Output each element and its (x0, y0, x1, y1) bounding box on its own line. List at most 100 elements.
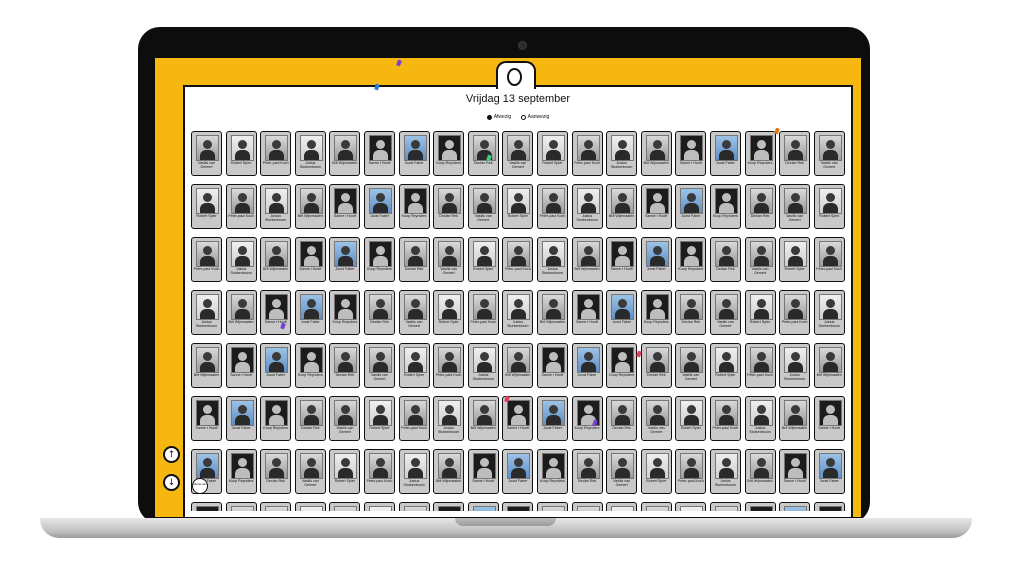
student-card[interactable]: Joost Faber (260, 343, 292, 388)
student-card[interactable]: Vasilis van Gemert (744, 237, 776, 282)
student-card[interactable]: Brit Wijnmaalen (744, 449, 776, 494)
student-card[interactable]: Joost Faber (225, 396, 257, 441)
student-card[interactable]: Robert Spier (467, 237, 499, 282)
student-card[interactable]: Robert Spier (536, 131, 568, 176)
student-card[interactable]: Brit Wijnmaalen (779, 396, 811, 441)
student-card[interactable]: Vasilis van Gemert (709, 290, 741, 335)
student-card[interactable]: Declan Rek (779, 131, 811, 176)
student-card[interactable]: Declan Rek (294, 396, 326, 441)
student-card[interactable]: Robert Spier (813, 184, 845, 229)
student-card[interactable]: Declan Rek (225, 502, 257, 511)
student-card[interactable]: Justus Sturkenboom (709, 449, 741, 494)
student-card[interactable]: Sanne t Hooft (502, 396, 534, 441)
student-card[interactable]: Brit Wijnmaalen (502, 343, 534, 388)
student-card[interactable]: Declan Rek (606, 396, 638, 441)
student-card[interactable]: Sanne t Hooft (433, 502, 465, 511)
student-card[interactable]: Joost Faber (536, 396, 568, 441)
student-card[interactable]: Robert Spier (640, 449, 672, 494)
student-card[interactable]: Vasilis van Gemert (433, 237, 465, 282)
student-card[interactable]: Joost Faber (779, 502, 811, 511)
student-card[interactable]: Koop Reynders (329, 290, 361, 335)
student-card[interactable]: Vasilis van Gemert (675, 343, 707, 388)
student-card[interactable]: Vasilis van Gemert (571, 502, 603, 511)
student-card[interactable]: Declan Rek (363, 290, 395, 335)
student-card[interactable]: Joost Faber (813, 449, 845, 494)
student-card[interactable]: Sanne t Hooft (467, 449, 499, 494)
student-card[interactable]: Joost Faber (398, 131, 430, 176)
student-card[interactable]: Justus Sturkenboom (813, 290, 845, 335)
student-card[interactable]: Joost Faber (606, 290, 638, 335)
student-card[interactable]: Declan Rek (571, 449, 603, 494)
student-card[interactable]: Vasilis van Gemert (363, 343, 395, 388)
student-card[interactable]: Sanne t Hooft (363, 131, 395, 176)
student-card[interactable]: Declan Rek (329, 343, 361, 388)
student-card[interactable]: Koop Reynders (640, 290, 672, 335)
student-card[interactable]: Brit Wijnmaalen (606, 184, 638, 229)
student-card[interactable]: Peter-paul Koch (225, 184, 257, 229)
student-card[interactable]: Joost Faber (709, 131, 741, 176)
student-card[interactable]: Koop Reynders (744, 131, 776, 176)
student-card[interactable]: Vasilis van Gemert (640, 396, 672, 441)
student-card[interactable]: Justus Sturkenboom (191, 290, 222, 335)
student-card[interactable]: Declan Rek (260, 449, 292, 494)
student-card[interactable]: Peter-paul Koch (191, 237, 222, 282)
student-card[interactable]: Vasilis van Gemert (329, 396, 361, 441)
student-card[interactable]: Robert Spier (225, 131, 257, 176)
student-card[interactable]: Robert Spier (433, 290, 465, 335)
student-card[interactable]: Peter-paul Koch (744, 343, 776, 388)
student-card[interactable]: Declan Rek (675, 290, 707, 335)
student-card[interactable]: Robert Spier (294, 502, 326, 511)
student-card[interactable]: Peter-paul Koch (433, 343, 465, 388)
student-card[interactable]: Justus Sturkenboom (225, 237, 257, 282)
student-card[interactable]: Sanne t Hooft (640, 184, 672, 229)
student-card[interactable]: Declan Rek (536, 502, 568, 511)
student-card[interactable]: Vasilis van Gemert (191, 131, 222, 176)
student-card[interactable]: Sanne t Hooft (329, 184, 361, 229)
student-card[interactable]: Robert Spier (744, 290, 776, 335)
student-card[interactable]: Sanne t Hooft (225, 343, 257, 388)
student-card[interactable]: Sanne t Hooft (606, 237, 638, 282)
student-card[interactable]: Robert Spier (191, 184, 222, 229)
student-card[interactable]: Koop Reynders (225, 449, 257, 494)
student-card[interactable]: Koop Reynders (398, 184, 430, 229)
student-card[interactable]: Koop Reynders (260, 396, 292, 441)
student-card[interactable]: Brit Wijnmaalen (260, 237, 292, 282)
student-card[interactable]: Sanne t Hooft (571, 290, 603, 335)
student-card[interactable]: Peter-paul Koch (536, 184, 568, 229)
student-card[interactable]: Peter-paul Koch (640, 502, 672, 511)
student-card[interactable]: Vasilis van Gemert (606, 449, 638, 494)
student-card[interactable]: Sanne t Hooft (260, 290, 292, 335)
student-card[interactable]: Brit Wijnmaalen (813, 343, 845, 388)
student-card[interactable]: Joost Faber (467, 502, 499, 511)
student-card[interactable]: Brit Wijnmaalen (709, 502, 741, 511)
student-card[interactable]: Vasilis van Gemert (502, 131, 534, 176)
student-card[interactable]: Vasilis van Gemert (813, 131, 845, 176)
student-card[interactable]: Justus Sturkenboom (433, 396, 465, 441)
student-card[interactable]: Joost Faber (329, 237, 361, 282)
student-card[interactable]: Justus Sturkenboom (779, 343, 811, 388)
student-card[interactable]: Peter-paul Koch (260, 131, 292, 176)
student-card[interactable]: Peter-paul Koch (329, 502, 361, 511)
student-card[interactable]: Declan Rek (467, 131, 499, 176)
student-card[interactable]: Vasilis van Gemert (260, 502, 292, 511)
student-card[interactable]: Koop Reynders (502, 502, 534, 511)
student-card[interactable]: Peter-paul Koch (502, 237, 534, 282)
student-card[interactable]: Sanne t Hooft (191, 396, 222, 441)
student-card[interactable]: Sanne t Hooft (813, 396, 845, 441)
student-card[interactable]: Joost Faber (675, 184, 707, 229)
student-card[interactable]: Vasilis van Gemert (398, 290, 430, 335)
student-card[interactable]: Koop Reynders (191, 502, 222, 511)
student-card[interactable]: Justus Sturkenboom (467, 343, 499, 388)
student-card[interactable]: Justus Sturkenboom (398, 449, 430, 494)
student-card[interactable]: Justus Sturkenboom (294, 131, 326, 176)
student-card[interactable]: Justus Sturkenboom (502, 290, 534, 335)
student-card[interactable]: Justus Sturkenboom (363, 502, 395, 511)
student-card[interactable]: Brit Wijnmaalen (294, 184, 326, 229)
student-card[interactable]: Koop Reynders (571, 396, 603, 441)
student-card[interactable]: Sanne t Hooft (294, 237, 326, 282)
student-card[interactable]: Vasilis van Gemert (294, 449, 326, 494)
student-card[interactable]: Sanne t Hooft (744, 502, 776, 511)
student-card[interactable]: Justus Sturkenboom (536, 237, 568, 282)
student-card[interactable]: Sanne t Hooft (779, 449, 811, 494)
student-card[interactable]: Joost Faber (363, 184, 395, 229)
